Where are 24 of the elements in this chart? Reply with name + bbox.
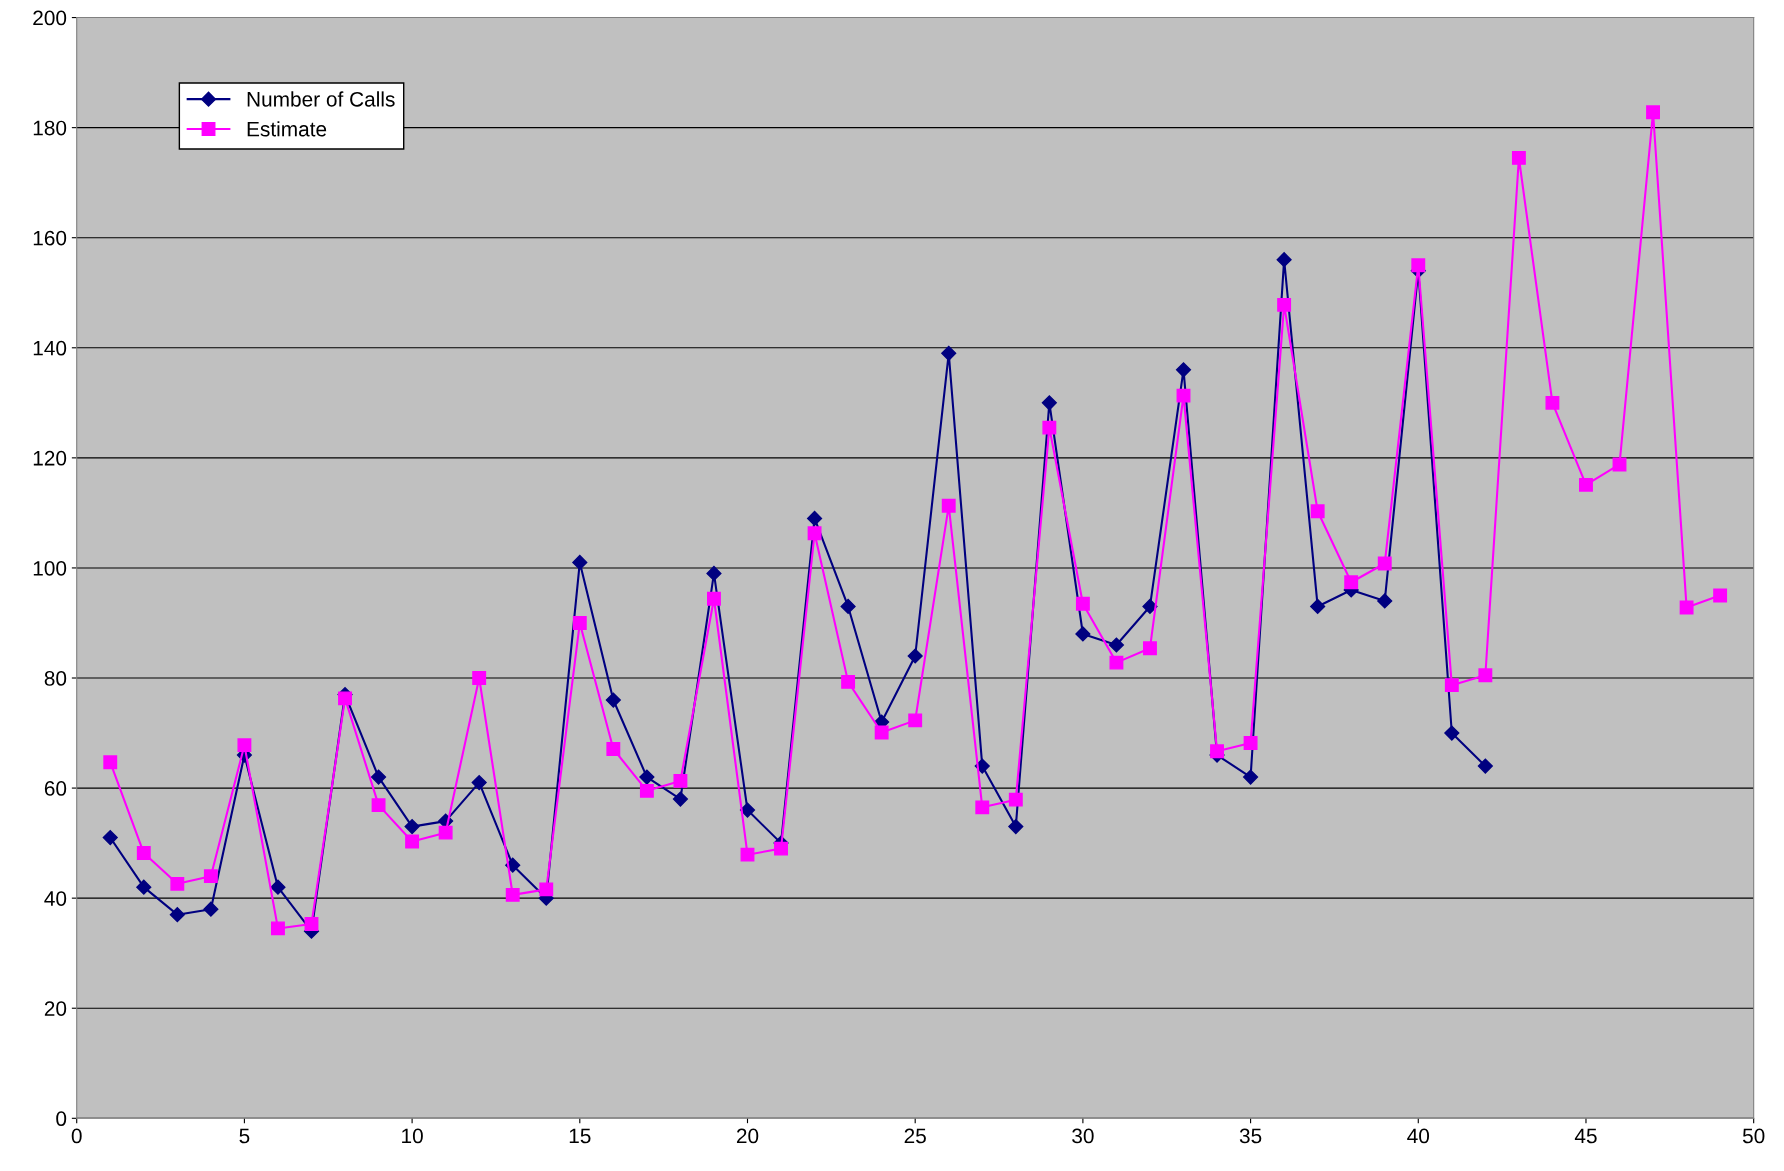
x-tick-label: 50 [1742,1128,1765,1144]
x-tick-label: 0 [71,1128,82,1144]
y-tick-label: 100 [33,560,67,576]
legend-label: Estimate [247,121,327,137]
x-tick-label: 25 [904,1128,926,1144]
y-tick-label: 140 [33,340,67,356]
y-tick-label: 160 [33,230,67,246]
y-tick-label: 180 [33,120,67,136]
x-tick-label: 40 [1407,1128,1430,1144]
y-tick-label: 120 [33,450,67,466]
y-tick-label: 80 [44,671,67,686]
x-tick-label: 20 [736,1128,759,1144]
legend-label: Number of Calls [247,91,395,107]
y-tick-label: 60 [44,781,67,796]
x-tick-label: 45 [1574,1128,1597,1144]
y-tick-label: 0 [56,1111,67,1127]
x-tick-label: 35 [1239,1128,1262,1144]
x-tick-label: 30 [1072,1128,1094,1144]
y-tick-label: 200 [33,10,67,26]
x-tick-label: 5 [239,1128,250,1144]
x-tick-label: 10 [402,1128,423,1144]
x-tick-label: 15 [569,1128,591,1144]
y-tick-label: 40 [44,891,67,906]
y-tick-label: 20 [44,1001,67,1016]
